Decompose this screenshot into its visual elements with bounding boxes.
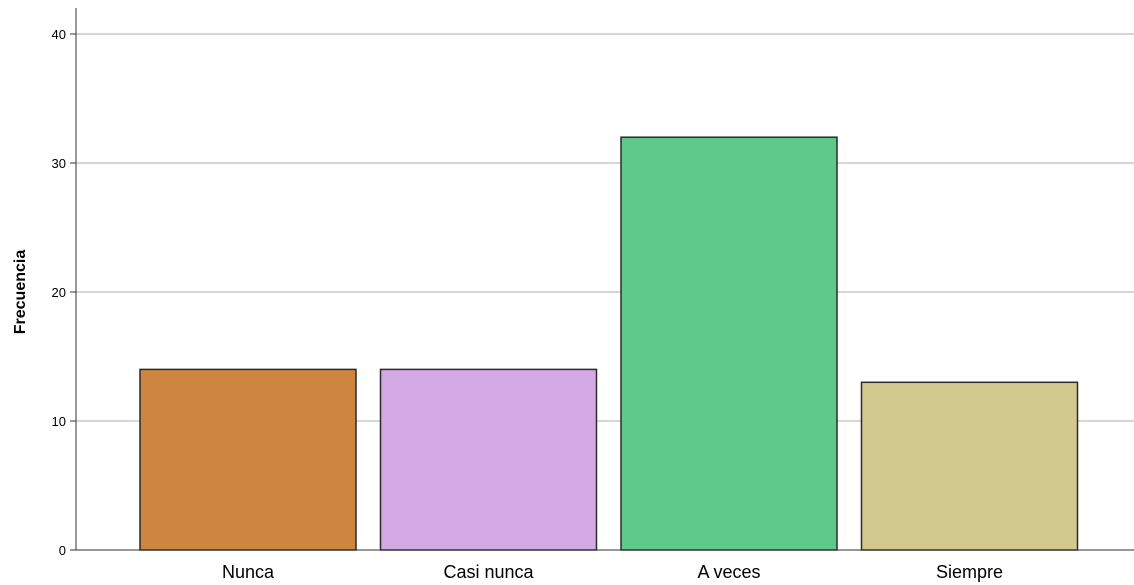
bars: [139, 136, 1079, 551]
bar-casi-nunca: [379, 368, 598, 551]
bar-a-veces: [620, 136, 838, 551]
x-tick-labels: Nunca Casi nunca A veces Siempre: [222, 562, 1003, 582]
bar-siempre: [860, 381, 1079, 551]
y-tick-label: 10: [52, 414, 66, 429]
x-tick-label: Siempre: [936, 562, 1003, 582]
x-tick-label: Casi nunca: [443, 562, 534, 582]
grid-lines: [76, 33, 1134, 422]
y-tick-labels: 0 10 20 30 40: [52, 27, 66, 558]
y-tick-label: 20: [52, 285, 66, 300]
y-tick-label: 40: [52, 27, 66, 42]
axes: [70, 8, 1134, 551]
x-tick-label: Nunca: [222, 562, 275, 582]
y-axis-title: Frecuencia: [12, 250, 29, 335]
y-tick-label: 0: [59, 543, 66, 558]
bar-nunca: [139, 368, 357, 551]
x-tick-label: A veces: [697, 562, 760, 582]
y-tick-label: 30: [52, 156, 66, 171]
